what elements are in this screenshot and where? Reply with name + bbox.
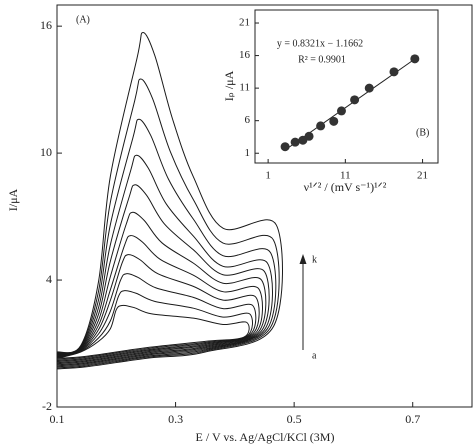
cv-curve — [56, 154, 273, 367]
cv-curve — [56, 235, 263, 364]
x-tick-label: 0.1 — [50, 412, 65, 426]
y-tick-label: 16 — [239, 49, 251, 61]
data-point — [304, 131, 314, 141]
y-axis-label: I/μA — [6, 188, 20, 211]
y-tick-label: 11 — [239, 82, 250, 94]
x-tick-label: 0.5 — [287, 412, 302, 426]
cv-curve — [56, 184, 270, 366]
arrow-label: a — [312, 350, 317, 361]
x-tick-label: 0.7 — [405, 412, 420, 426]
data-point — [329, 116, 339, 126]
data-point — [389, 67, 399, 77]
data-point — [410, 54, 420, 64]
cv-curve — [56, 118, 277, 368]
data-point — [316, 121, 326, 131]
panel-label: (A) — [76, 14, 90, 25]
plot-frame — [56, 4, 473, 408]
x-tick-label: 21 — [417, 170, 428, 182]
arrow-head — [299, 254, 307, 264]
fit-r-squared: R² = 0.9901 — [298, 54, 346, 65]
x-tick-label: 11 — [340, 170, 351, 182]
y-tick-label: 6 — [245, 114, 251, 126]
inset-frame — [254, 9, 439, 164]
y-tick-label: 1 — [245, 147, 251, 159]
data-point — [364, 83, 374, 93]
y-tick-label: 4 — [46, 272, 52, 286]
data-point — [336, 106, 346, 116]
y-tick-label: -2 — [42, 399, 52, 413]
data-point — [290, 137, 300, 147]
y-tick-label: 16 — [40, 18, 52, 32]
y-tick-label: 21 — [239, 17, 250, 29]
cv-curve — [56, 254, 260, 363]
cv-curve — [56, 78, 280, 369]
cv-curve — [56, 290, 253, 360]
cv-curve — [56, 32, 283, 370]
panel-label: (B) — [416, 127, 429, 138]
cv-curve — [56, 211, 267, 365]
x-tick-label: 0.3 — [168, 412, 183, 426]
arrow-label: k — [312, 254, 317, 265]
x-tick-label: 1 — [265, 170, 271, 182]
y-tick-label: 10 — [40, 145, 52, 159]
data-point — [280, 142, 290, 152]
y-axis-label: Iₚ /μA — [222, 70, 236, 101]
data-point — [350, 95, 360, 105]
fit-equation: y = 0.8321x − 1.1662 — [277, 38, 363, 49]
cv-curve — [56, 304, 250, 359]
cv-curve — [56, 273, 257, 361]
curves — [56, 32, 283, 370]
x-axis-label: E / V vs. Ag/AgCl/KCl (3M) — [196, 430, 335, 444]
x-axis-label: ν¹ᐟ² / (mV s⁻¹)¹ᐟ² — [304, 180, 387, 194]
